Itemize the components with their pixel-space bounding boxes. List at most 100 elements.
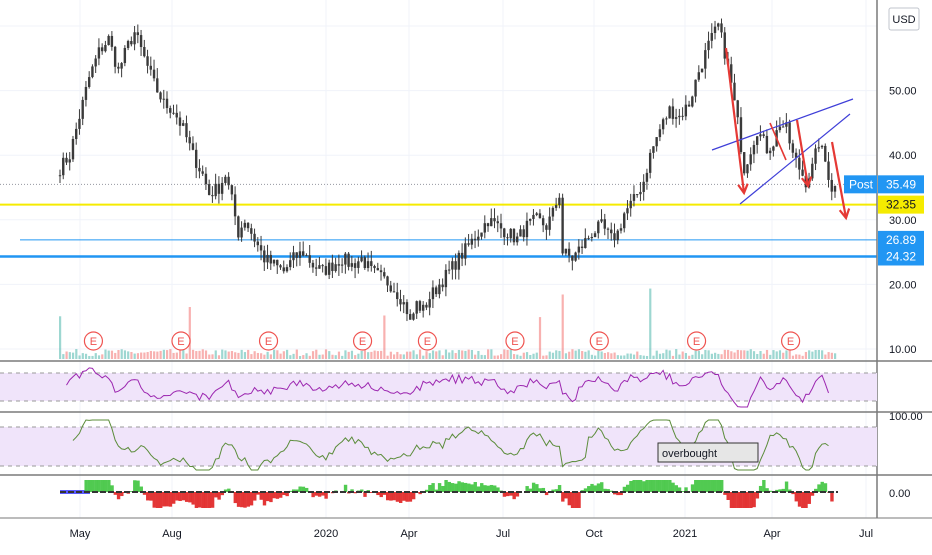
volume-bar xyxy=(415,354,418,359)
volume-bar xyxy=(714,352,717,359)
histogram-bar xyxy=(129,491,134,492)
volume-bar xyxy=(211,354,214,359)
candle-body xyxy=(493,218,496,222)
volume-bar xyxy=(548,351,551,359)
candle-body xyxy=(324,266,328,275)
volume-bar xyxy=(535,352,538,359)
candle-body xyxy=(133,32,136,45)
earnings-marker-label: E xyxy=(424,336,431,348)
candle-body xyxy=(405,302,409,315)
candle-body xyxy=(334,264,337,272)
candle-body xyxy=(58,175,62,177)
histogram-bar xyxy=(353,492,357,494)
candle-body xyxy=(130,41,133,45)
earnings-marker-circle xyxy=(258,331,279,351)
candle-body xyxy=(522,229,525,238)
volume-bar xyxy=(110,350,114,359)
volume-bar xyxy=(405,351,409,359)
histogram-bar xyxy=(619,492,623,496)
volume-bar xyxy=(480,354,483,359)
volume-bar xyxy=(538,317,542,359)
histogram-bar xyxy=(489,484,494,492)
candle-body xyxy=(136,32,140,36)
histogram-bar xyxy=(214,492,218,498)
histogram-bar xyxy=(87,480,92,492)
volume-bar xyxy=(730,351,733,359)
volume-bar xyxy=(104,349,107,359)
candle-body xyxy=(691,96,694,107)
volume-bar xyxy=(331,354,334,359)
volume-bar xyxy=(334,355,337,359)
volume-bar xyxy=(133,353,136,359)
histogram-bar xyxy=(765,488,769,492)
volume-bar xyxy=(256,352,260,359)
candle-body xyxy=(159,92,162,100)
candle-body xyxy=(376,268,379,271)
histogram-bar xyxy=(298,486,302,492)
histogram-bar xyxy=(677,487,682,492)
histogram-bar xyxy=(191,492,195,505)
volume-bar xyxy=(396,351,399,359)
red-arrow-head xyxy=(737,183,749,196)
volume-bar xyxy=(94,353,97,359)
histogram-bar xyxy=(376,492,380,496)
candle-body xyxy=(214,183,217,197)
volume-bar xyxy=(367,352,370,359)
candle-body xyxy=(535,213,538,215)
volume-bar xyxy=(101,354,104,359)
candle-body xyxy=(240,227,243,238)
volume-bar xyxy=(720,354,723,359)
candle-body xyxy=(227,176,230,186)
currency-label: USD xyxy=(892,14,915,26)
volume-bar xyxy=(587,350,590,359)
candle-body xyxy=(175,112,178,118)
histogram-bar xyxy=(139,486,143,492)
volume-bar xyxy=(574,350,577,359)
volume-bar xyxy=(756,354,759,359)
candle-body xyxy=(454,261,457,270)
candle-body xyxy=(117,66,120,69)
overbought-annotation-box[interactable] xyxy=(657,442,759,463)
earnings-marker-label: E xyxy=(359,336,366,348)
candle-body xyxy=(230,185,234,195)
candle-body xyxy=(263,250,266,263)
volume-bar xyxy=(636,351,639,359)
volume-bar xyxy=(668,350,671,359)
histogram-bar xyxy=(661,480,666,492)
histogram-bar xyxy=(561,492,565,502)
histogram-bar xyxy=(149,492,153,501)
red-arrow-head xyxy=(800,176,813,189)
horizontal-levels xyxy=(0,183,877,258)
volume-bar xyxy=(752,351,756,359)
histogram-bar xyxy=(732,492,737,508)
candle-body xyxy=(139,35,143,48)
histogram-bar xyxy=(512,492,516,500)
histogram-bar xyxy=(600,482,604,492)
volume-bar xyxy=(383,315,386,359)
candle-body xyxy=(577,246,581,253)
candle-body xyxy=(648,152,652,173)
volume-bar xyxy=(555,350,558,359)
histogram-bar xyxy=(574,492,578,508)
candle-body xyxy=(201,171,204,174)
histogram-bar xyxy=(152,492,156,508)
volume-bar xyxy=(441,355,444,359)
rsi-line xyxy=(66,367,829,408)
histogram-bar xyxy=(651,480,656,492)
candle-body xyxy=(441,284,444,288)
candle-body xyxy=(285,267,289,272)
candle-body xyxy=(460,252,464,259)
volume-bar xyxy=(610,353,613,359)
volume-bar xyxy=(785,350,788,359)
volume-bar xyxy=(600,351,603,359)
candle-body xyxy=(733,82,736,101)
volume-bar xyxy=(607,352,610,359)
currency-button[interactable] xyxy=(888,7,920,31)
candle-body xyxy=(282,267,285,272)
volume-bar xyxy=(597,350,600,359)
candle-body xyxy=(91,66,94,78)
histogram-bar xyxy=(100,480,105,492)
volume-bar xyxy=(506,349,509,359)
candle-body xyxy=(668,106,671,119)
